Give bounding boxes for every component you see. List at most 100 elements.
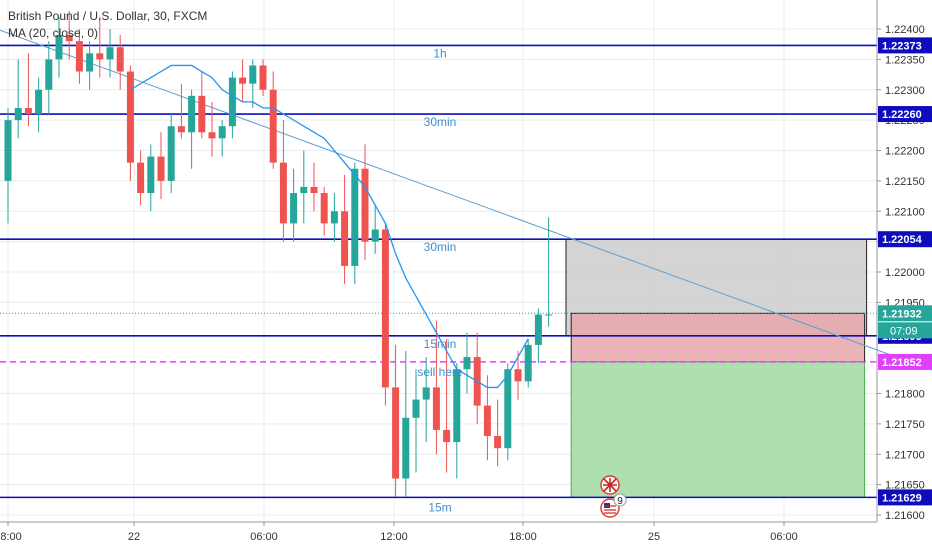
symbol-title[interactable]: British Pound / U.S. Dollar, 30, FXCM — [8, 9, 208, 23]
entry-price-tag: 1.21852 — [882, 357, 922, 369]
candlestick-series — [4, 10, 553, 497]
uk-flag-cross — [603, 478, 617, 492]
price-tick-label: 1.22300 — [885, 85, 925, 97]
candle-body — [361, 168, 369, 242]
trend-line-segment — [0, 29, 932, 371]
candle-body — [177, 126, 185, 133]
support-resistance-levels — [0, 44, 877, 499]
price-tick-label: 1.21800 — [885, 389, 925, 401]
level-price-tag-bg — [878, 106, 932, 123]
candle-body — [422, 387, 430, 400]
candle-body — [116, 47, 124, 72]
time-tick-label: 18:00 — [0, 531, 22, 543]
position-zones — [565, 238, 868, 498]
axis-corner — [878, 526, 932, 550]
price-tick-label: 1.22000 — [885, 267, 925, 279]
current-price-tag-bg — [878, 305, 932, 322]
candle-body — [504, 369, 512, 449]
candle-body — [300, 186, 308, 194]
price-tick-label: 1.22350 — [885, 54, 925, 66]
countdown-bg — [878, 322, 932, 339]
candle-body — [106, 47, 114, 60]
level-price-tag: 1.22054 — [882, 234, 923, 246]
event-count-text: 9 — [617, 496, 623, 507]
chart-legend: British Pound / U.S. Dollar, 30, FXCM MA… — [8, 8, 207, 42]
candle-body — [86, 53, 94, 72]
candle-body — [147, 156, 155, 194]
candle-body — [45, 59, 53, 90]
time-tick-label: 06:00 — [770, 531, 798, 543]
price-tick-label: 1.21600 — [885, 510, 925, 522]
candle-body — [351, 168, 359, 266]
time-tick-label: 25 — [648, 531, 660, 543]
price-axis[interactable]: 1.224001.223501.223001.222501.222001.221… — [876, 0, 932, 522]
moving-average-series — [130, 64, 529, 389]
candle-body — [75, 41, 83, 72]
price-tick-label: 1.21750 — [885, 419, 925, 431]
price-tick-label: 1.21650 — [885, 480, 925, 492]
level-price-tag: 1.22260 — [882, 109, 922, 121]
candle-body — [371, 229, 379, 242]
candle-body — [432, 387, 440, 430]
candle-body — [534, 314, 542, 345]
candle-body — [24, 107, 32, 115]
candle-body — [228, 77, 236, 127]
entry-price-tag-bg — [878, 353, 932, 370]
price-tick-label: 1.22100 — [885, 206, 925, 218]
candle-body — [341, 211, 349, 266]
level-label: 30min — [424, 115, 457, 129]
trend-line — [0, 29, 932, 371]
candle-body — [259, 65, 267, 90]
indicator-title[interactable]: MA (20, close, 0) — [8, 26, 99, 40]
price-tick-label: 1.21700 — [885, 449, 925, 461]
level-price-tag-bg — [878, 489, 932, 506]
candle-body — [392, 387, 400, 479]
candle-body — [453, 369, 461, 443]
candle-body — [330, 211, 338, 224]
event-count-badge — [613, 493, 627, 507]
level-price-tag-bg — [878, 37, 932, 54]
candle-body — [443, 429, 451, 443]
candle-body — [249, 65, 257, 84]
candle-body — [545, 314, 553, 316]
level-label: 1h — [433, 46, 446, 60]
candle-body — [188, 95, 196, 133]
time-tick-label: 18:00 — [509, 531, 537, 543]
time-axis[interactable]: 18:00 22 06:00 12:00 18:00 25 06:00 — [0, 521, 932, 550]
candle-body — [14, 107, 22, 121]
level-label: 15min — [424, 337, 457, 351]
candle-body — [198, 95, 206, 133]
candle-body — [412, 399, 420, 418]
level-price-tag-bg — [878, 231, 932, 248]
candle-body — [218, 126, 226, 139]
price-tick-label: 1.22150 — [885, 176, 925, 188]
candle-body — [167, 126, 175, 181]
economic-event-markers[interactable]: 9 — [600, 475, 627, 518]
candle-body — [96, 53, 104, 60]
candle-body — [4, 120, 12, 181]
time-tick-label: 12:00 — [380, 531, 408, 543]
time-tick-label: 22 — [128, 531, 140, 543]
price-tick-label: 1.22400 — [885, 24, 925, 36]
candle-body — [320, 193, 328, 224]
candle-body — [483, 405, 491, 437]
level-label: 30min — [424, 240, 457, 254]
candle-body — [494, 436, 502, 449]
candle-body — [402, 417, 410, 479]
candle-body — [524, 344, 532, 382]
level-price-tag: 1.21629 — [882, 492, 922, 504]
level-annotations: 1h 30min 30min 15min 15m sell here — [417, 46, 463, 514]
candle-body — [310, 186, 318, 194]
candle-body — [126, 71, 134, 163]
candle-body — [35, 89, 43, 115]
ma-line — [130, 64, 529, 389]
candle-body — [290, 193, 298, 224]
time-tick-label: 06:00 — [250, 531, 278, 543]
candle-body — [514, 369, 522, 382]
level-price-tag: 1.22373 — [882, 40, 922, 52]
candle-body — [279, 162, 287, 224]
level-label: 15m — [428, 500, 451, 514]
candle-body — [463, 357, 471, 370]
candle-body — [55, 35, 63, 60]
